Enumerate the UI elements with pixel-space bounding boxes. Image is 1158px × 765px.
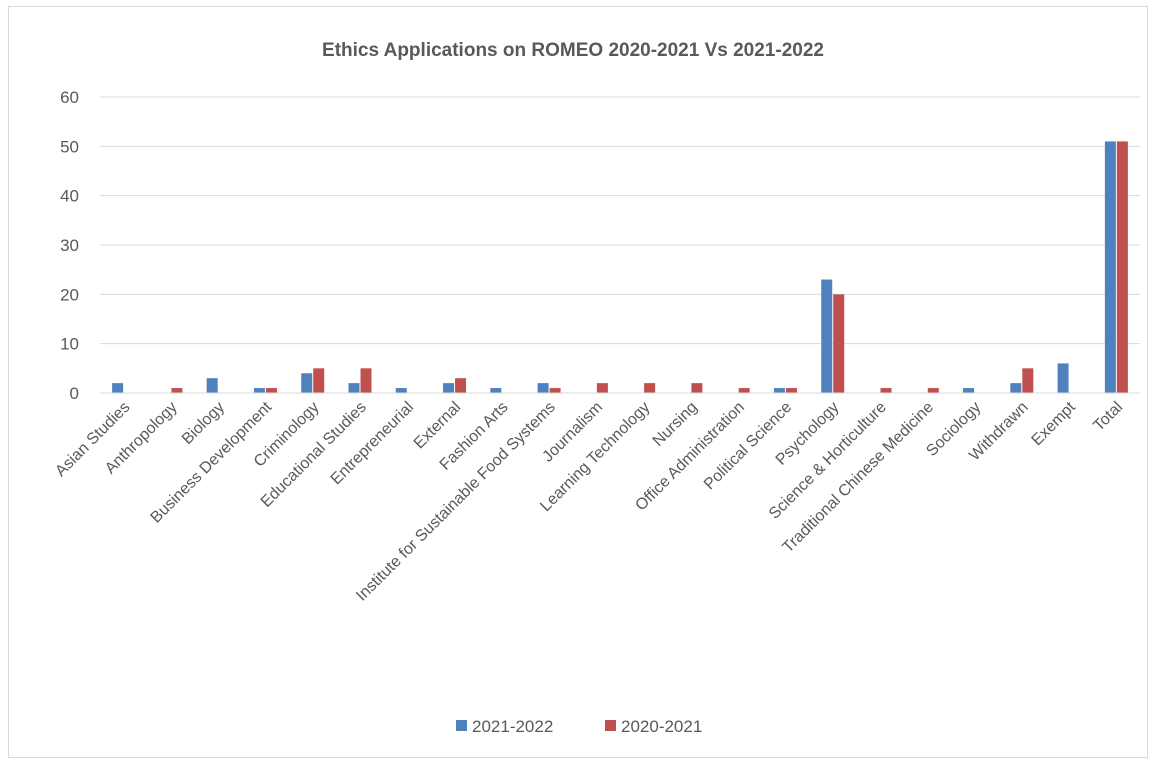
bar-series-1 bbox=[253, 388, 265, 393]
bar-series-1 bbox=[821, 279, 833, 393]
bar-series-2 bbox=[785, 388, 797, 393]
y-tick-label: 30 bbox=[60, 236, 79, 255]
bar-series-2 bbox=[171, 388, 183, 393]
y-tick-label: 10 bbox=[60, 335, 79, 354]
bar-series-1 bbox=[773, 388, 785, 393]
y-tick-label: 60 bbox=[60, 88, 79, 107]
x-tick-label: Total bbox=[1090, 399, 1126, 435]
bar-series-1 bbox=[1057, 363, 1069, 393]
x-tick-label: Exempt bbox=[1029, 398, 1080, 449]
bar-series-2 bbox=[596, 383, 608, 393]
x-tick-label: Entrepreneurial bbox=[328, 399, 417, 488]
y-tick-label: 20 bbox=[60, 285, 79, 304]
bar-series-2 bbox=[927, 388, 939, 393]
bar-series-2 bbox=[313, 368, 325, 393]
bar-series-1 bbox=[348, 383, 360, 393]
bar-series-2 bbox=[1022, 368, 1034, 393]
x-tick-label: Political Science bbox=[701, 399, 795, 493]
bar-series-2 bbox=[691, 383, 703, 393]
bar-series-2 bbox=[1116, 141, 1128, 393]
gridlines bbox=[100, 96, 1140, 345]
bar-series-2 bbox=[360, 368, 372, 393]
chart-title: Ethics Applications on ROMEO 2020-2021 V… bbox=[322, 40, 824, 61]
bar-series-1 bbox=[301, 373, 313, 393]
bar-series-1 bbox=[963, 388, 975, 393]
legend-swatch bbox=[456, 720, 467, 731]
y-tick-label: 40 bbox=[60, 187, 79, 206]
bar-series-1 bbox=[395, 388, 407, 393]
legend-swatch bbox=[605, 720, 616, 731]
x-axis-ticks: Asian StudiesAnthropologyBiologyBusiness… bbox=[52, 398, 1126, 604]
legend-label: 2020-2021 bbox=[621, 717, 702, 736]
y-axis-ticks: 0 10 20 30 40 50 60 bbox=[60, 88, 79, 403]
bar-series-2 bbox=[455, 378, 467, 393]
bar-series-1 bbox=[490, 388, 502, 393]
legend-label: 2021-2022 bbox=[472, 717, 553, 736]
bar-series-2 bbox=[833, 294, 845, 393]
bar-series-1 bbox=[1010, 383, 1022, 393]
bar-series-1 bbox=[112, 383, 124, 393]
bar-series-1 bbox=[537, 383, 549, 393]
chart-frame bbox=[8, 6, 1148, 758]
bar-series-2 bbox=[265, 388, 277, 393]
bar-series-2 bbox=[644, 383, 656, 393]
bar-series-1 bbox=[206, 378, 218, 393]
y-tick-label: 50 bbox=[60, 137, 79, 156]
bar-series-2 bbox=[880, 388, 892, 393]
bars bbox=[112, 141, 1128, 393]
y-tick-label: 0 bbox=[70, 384, 79, 403]
legend: 2021-2022 2020-2021 bbox=[456, 717, 702, 736]
bar-series-1 bbox=[443, 383, 455, 393]
bar-series-2 bbox=[738, 388, 750, 393]
bar-series-2 bbox=[549, 388, 561, 393]
bar-series-1 bbox=[1104, 141, 1116, 393]
